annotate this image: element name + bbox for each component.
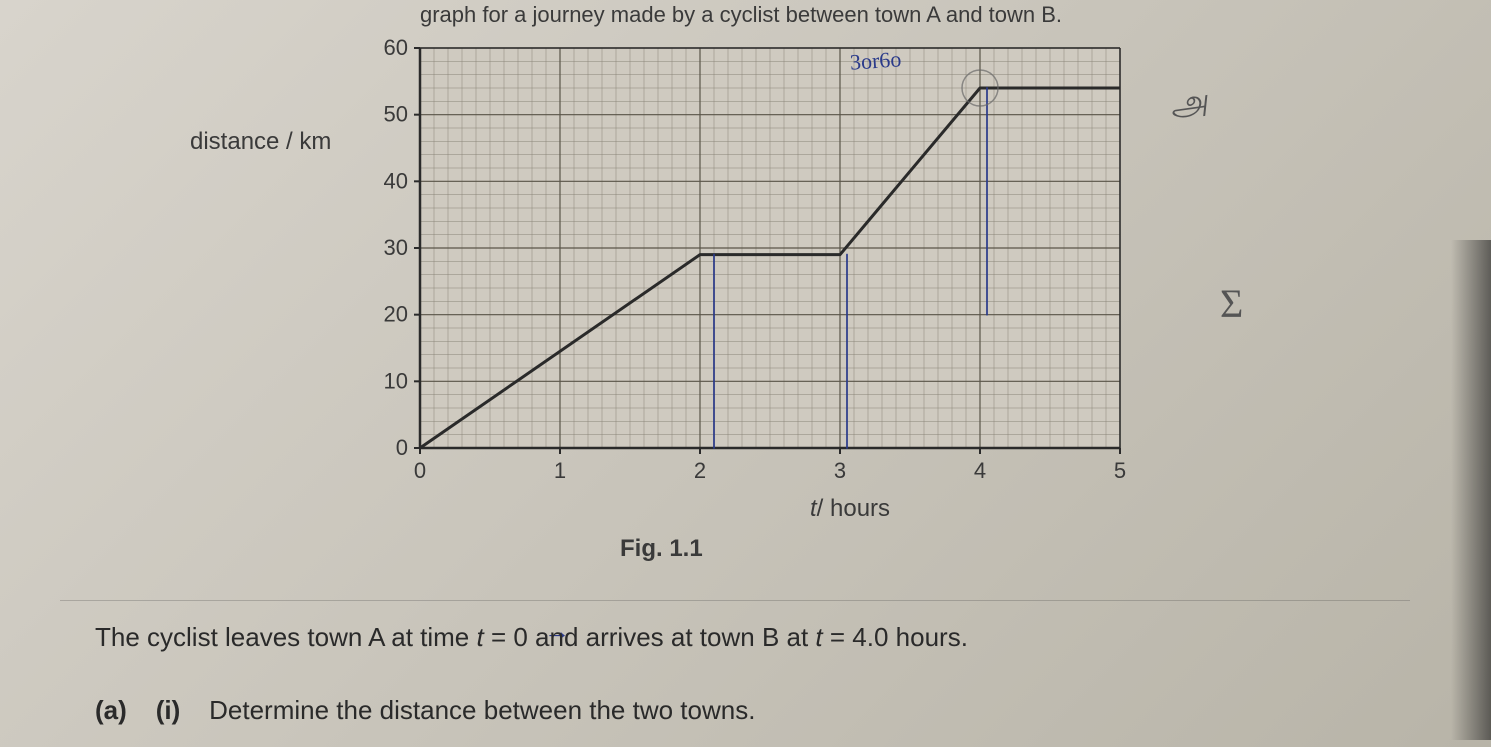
svg-text:2: 2 [694,458,706,483]
photo-edge-shadow [1451,240,1491,740]
handwriting-annotation-right-2: Σ [1220,280,1243,327]
y-axis-label: distance / km [190,128,331,156]
svg-text:60: 60 [384,38,408,60]
question-part-a: (a) [95,695,127,725]
body-var2: t [815,622,822,652]
svg-text:4: 4 [974,458,986,483]
svg-text:10: 10 [384,368,408,393]
body-pre: The cyclist leaves town A at time [95,622,477,652]
svg-text:1: 1 [554,458,566,483]
svg-text:5: 5 [1114,458,1126,483]
figure-caption: Fig. 1.1 [620,535,703,563]
separator-line [60,600,1410,601]
svg-text:30: 30 [384,235,408,260]
page-root: graph for a journey made by a cyclist be… [0,0,1491,747]
svg-text:3: 3 [834,458,846,483]
handwriting-annotation-right-1: அ [1167,83,1210,130]
x-axis-unit: / hours [817,495,890,522]
body-end: = 4.0 hours. [823,622,968,652]
chart-svg: 0 10 20 30 40 50 60 0 1 2 3 4 5 [380,38,1140,508]
svg-text:40: 40 [384,168,408,193]
x-axis-var: t [810,495,817,522]
question-a-i: (a) (i) Determine the distance between t… [95,695,755,726]
svg-text:50: 50 [384,102,408,127]
question-text: Determine the distance between the two t… [209,695,755,725]
context-sentence-fragment: graph for a journey made by a cyclist be… [420,2,1062,28]
svg-text:0: 0 [396,435,408,460]
body-sentence: The cyclist leaves town A at time t = 0 … [95,622,968,653]
question-part-i: (i) [156,695,181,725]
svg-text:0: 0 [414,458,426,483]
distance-time-chart: 0102030405060012345 [380,38,1100,478]
body-var1: t [477,622,484,652]
svg-text:20: 20 [384,302,408,327]
body-mid: = 0 and arrives at town B at [484,622,816,652]
x-axis-label: t/ hours [810,495,890,523]
